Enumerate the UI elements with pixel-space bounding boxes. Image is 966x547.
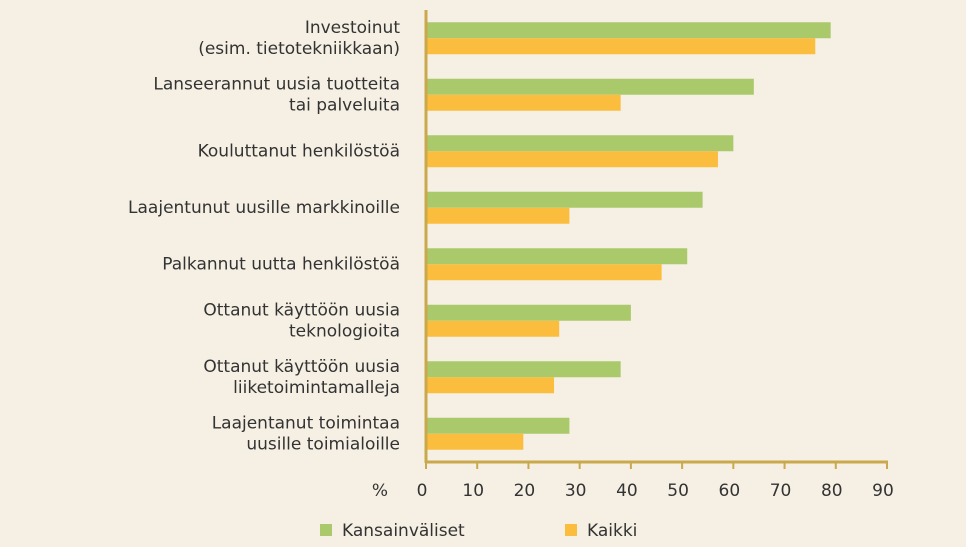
- x-tick-label: 60: [719, 481, 741, 501]
- bar: [426, 304, 631, 321]
- bar: [426, 264, 662, 281]
- category-label: teknologioita: [289, 321, 400, 341]
- category-label: tai palveluita: [289, 95, 400, 115]
- bar: [426, 433, 524, 450]
- x-tick-label: 20: [514, 481, 536, 501]
- legend-label: Kaikki: [587, 521, 637, 541]
- legend-label: Kansainväliset: [342, 521, 465, 541]
- x-tick-label: 10: [462, 481, 484, 501]
- x-tick-label: 70: [770, 481, 792, 501]
- x-tick-label: 30: [565, 481, 587, 501]
- x-tick-label: 0: [417, 481, 428, 501]
- bar: [426, 417, 570, 434]
- bar: [426, 191, 703, 208]
- legend-swatch: [565, 524, 577, 536]
- bar: [426, 135, 734, 152]
- category-label: Ottanut käyttöön uusia: [203, 300, 400, 320]
- x-tick-label: 40: [616, 481, 638, 501]
- category-label: Palkannut uutta henkilöstöä: [162, 254, 400, 274]
- category-label: liiketoimintamalleja: [233, 378, 400, 398]
- category-label: Lanseerannut uusia tuotteita: [153, 74, 400, 94]
- bar: [426, 248, 688, 265]
- bar: [426, 207, 570, 224]
- category-label: Kouluttanut henkilöstöä: [198, 141, 400, 161]
- x-axis-label: %: [372, 481, 388, 501]
- bar: [426, 22, 831, 39]
- x-tick-label: 90: [872, 481, 894, 501]
- bar: [426, 38, 816, 55]
- category-label: Laajentunut uusille markkinoille: [128, 198, 400, 218]
- x-tick-label: 50: [667, 481, 689, 501]
- category-label: Ottanut käyttöön uusia: [203, 357, 400, 377]
- bar: [426, 151, 718, 168]
- x-tick-label: 80: [821, 481, 843, 501]
- category-label: Laajentanut toimintaa: [212, 413, 400, 433]
- bar: [426, 320, 560, 337]
- legend-swatch: [320, 524, 332, 536]
- bar: [426, 361, 621, 378]
- bar: [426, 377, 555, 394]
- category-label: uusille toimialoille: [246, 434, 400, 454]
- bar: [426, 94, 621, 111]
- category-label: (esim. tietotekniikkaan): [198, 39, 400, 59]
- category-label: Investoinut: [305, 18, 401, 38]
- bar: [426, 78, 754, 95]
